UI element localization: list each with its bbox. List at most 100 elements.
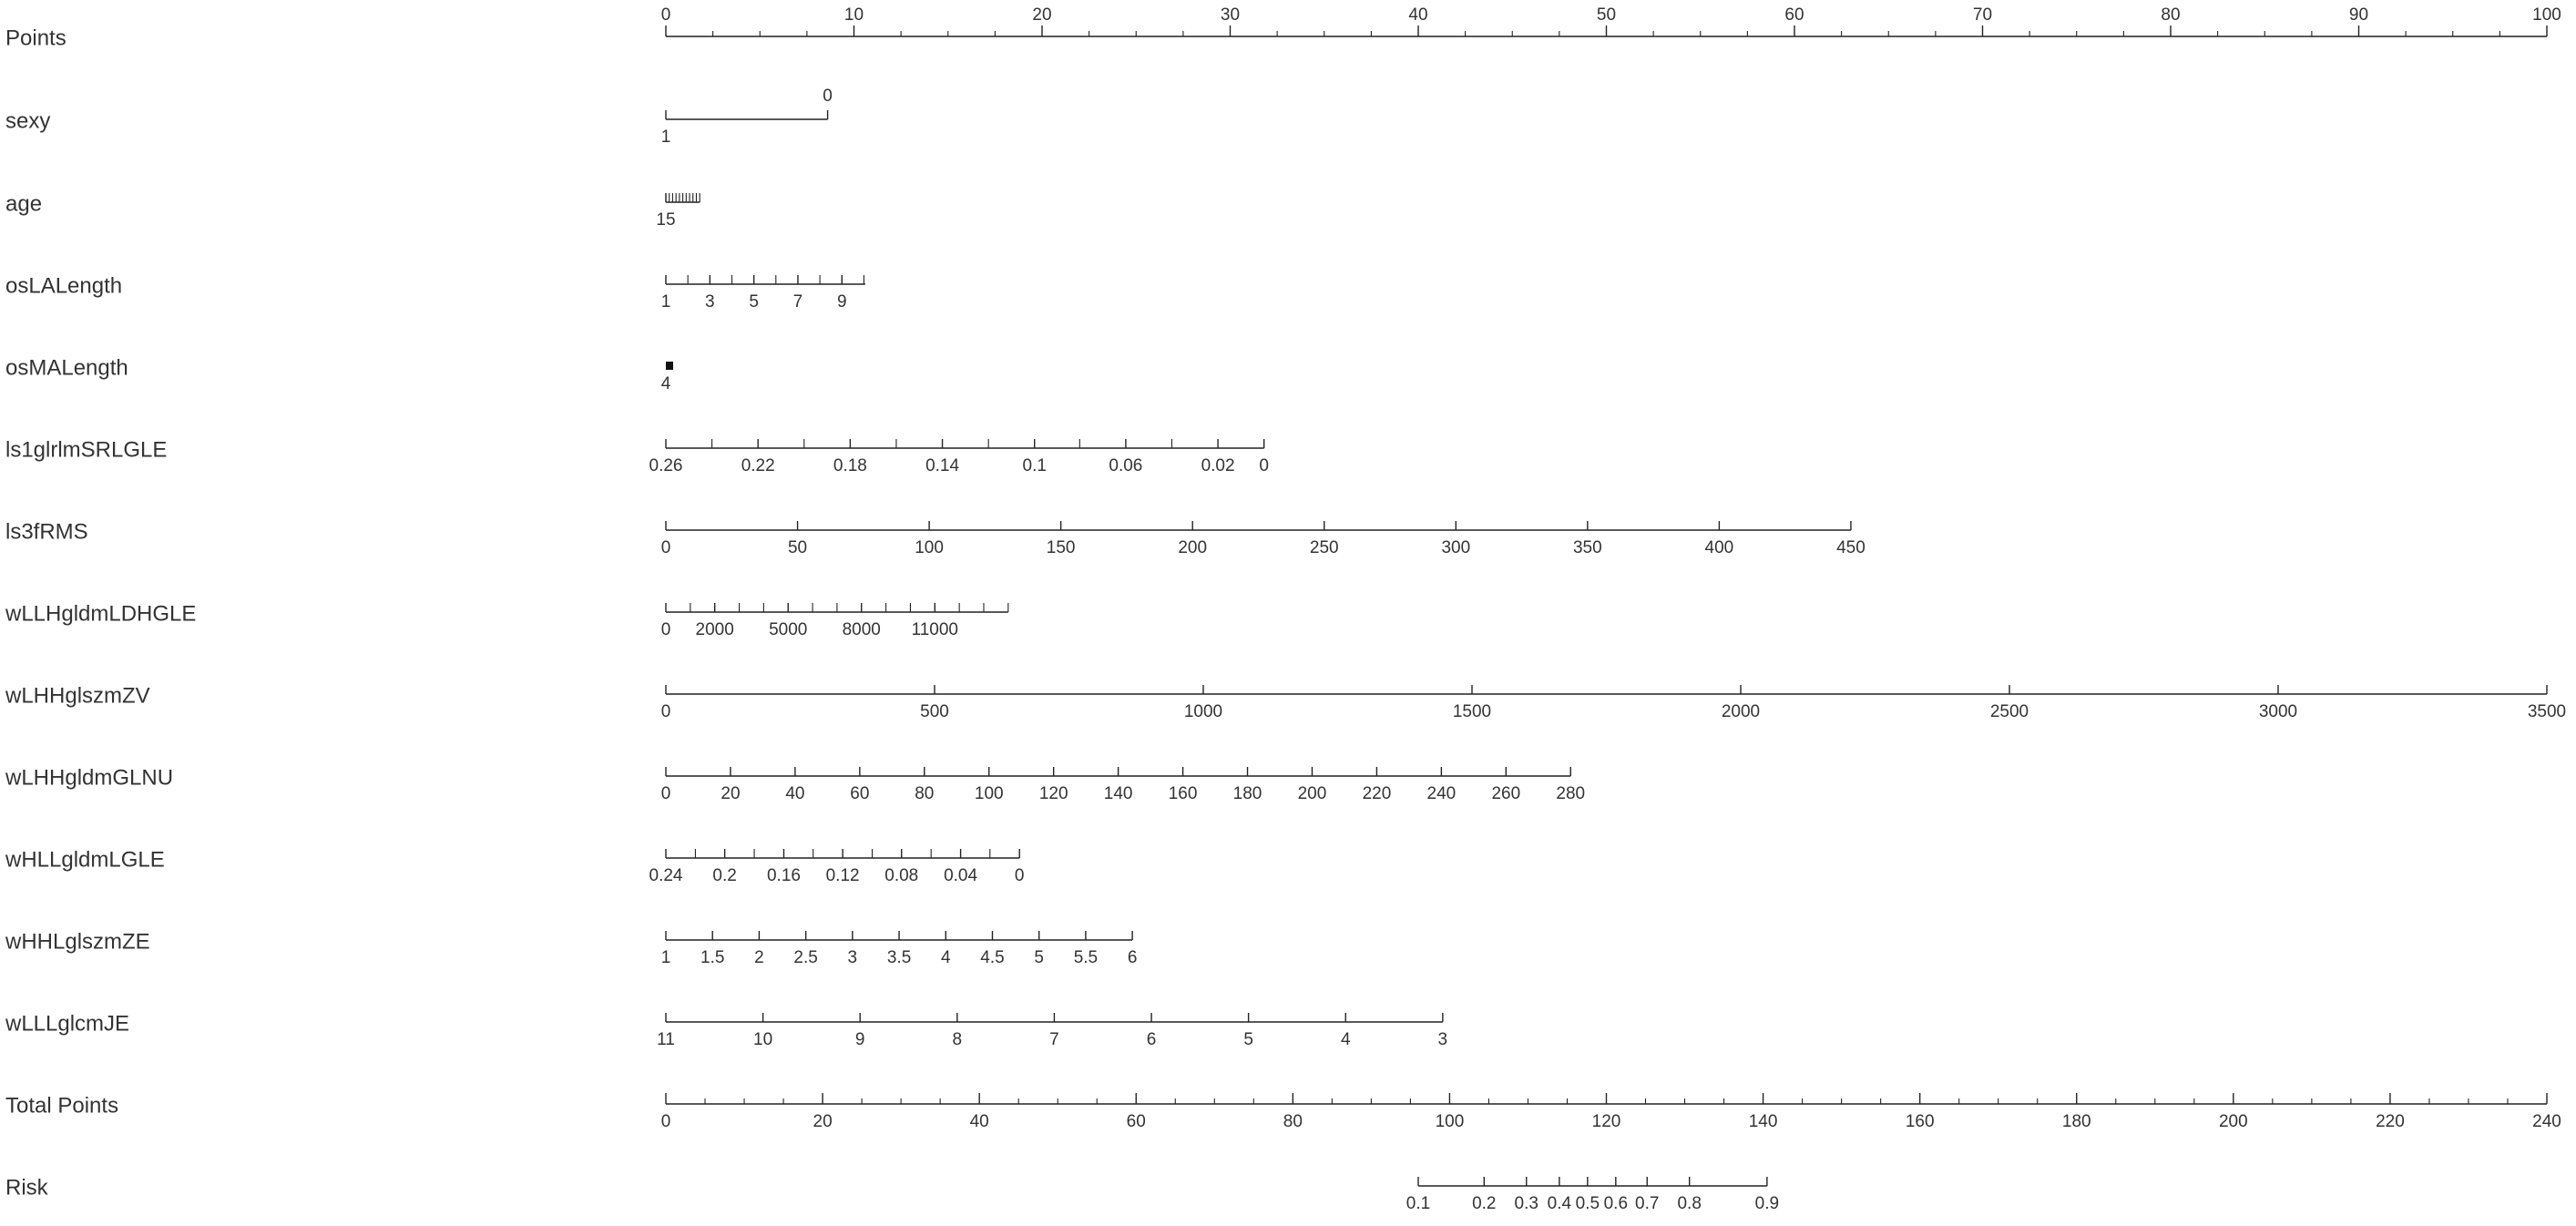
ls3frms-tick-label: 200: [1178, 538, 1207, 557]
wlhhglszmzv-tick-label: 2000: [1722, 702, 1760, 721]
total-points-tick-label: 220: [2376, 1112, 2405, 1131]
ls3frms-tick-label: 50: [788, 538, 807, 557]
wlhhgldmglnu-tick-label: 200: [1298, 784, 1327, 803]
ls1glrlmsrlgle-tick-label: 0.18: [833, 456, 867, 475]
wlhhgldmglnu-tick-label: 80: [915, 784, 934, 803]
whhlglszmze-tick-label: 3.5: [887, 948, 911, 967]
wlhhglszmzv-tick-label: 3500: [2528, 702, 2566, 721]
wlhhglszmzv-tick-label: 3000: [2259, 702, 2297, 721]
osmalength-label: osMALength: [5, 355, 128, 380]
wlhhglszmzv-tick-label: 1000: [1184, 702, 1222, 721]
points-label: Points: [5, 26, 66, 50]
ls3frms-tick-label: 100: [915, 538, 944, 557]
wllhgldmldhgle-label: wLLHgldmLDHGLE: [5, 601, 196, 626]
points-tick-label: 100: [2532, 5, 2561, 25]
wlhhglszmzv-tick-label: 2500: [1990, 702, 2029, 721]
risk-tick-label: 0.4: [1548, 1194, 1572, 1213]
oslalength-label: osLALength: [5, 273, 122, 298]
wlhhgldmglnu-tick-label: 220: [1363, 784, 1392, 803]
wlhhgldmglnu-tick-label: 140: [1104, 784, 1133, 803]
whhlglszmze-tick-label: 4.5: [980, 948, 1004, 967]
whllgldmlgle-tick-label: 0.12: [826, 866, 860, 885]
points-tick-label: 0: [661, 5, 671, 25]
ls3frms-tick-label: 150: [1047, 538, 1076, 557]
whhlglszmze-tick-label: 1: [661, 948, 671, 967]
total-points-tick-label: 20: [813, 1112, 833, 1131]
ls3frms-tick-label: 350: [1573, 538, 1602, 557]
wlhhgldmglnu-tick-label: 260: [1491, 784, 1520, 803]
wlhhgldmglnu-tick-label: 20: [721, 784, 740, 803]
risk-tick-label: 0.5: [1576, 1194, 1600, 1213]
whllgldmlgle-tick-label: 0.24: [649, 866, 683, 885]
whllgldmlgle-tick-label: 0.16: [767, 866, 801, 885]
wlllglcmje-label: wLLLglcmJE: [5, 1011, 129, 1036]
whhlglszmze-tick-label: 5.5: [1074, 948, 1098, 967]
age-tick-label: 15: [656, 210, 675, 230]
oslalength-tick-label: 5: [749, 292, 759, 312]
risk-tick-label: 0.2: [1472, 1194, 1496, 1213]
total-points-tick-label: 100: [1436, 1112, 1465, 1131]
wllhgldmldhgle-tick-label: 0: [661, 620, 671, 639]
whllgldmlgle-tick-label: 0.08: [884, 866, 918, 885]
total-points-tick-label: 80: [1283, 1112, 1303, 1131]
points-tick-label: 10: [844, 5, 864, 25]
wlhhgldmglnu-tick-label: 280: [1556, 784, 1585, 803]
wlllglcmje-tick-label: 5: [1243, 1030, 1253, 1049]
ls3frms-tick-label: 0: [661, 538, 671, 557]
whhlglszmze-tick-label: 2.5: [793, 948, 817, 967]
wlllglcmje-tick-label: 4: [1341, 1030, 1351, 1049]
ls3frms-tick-label: 400: [1705, 538, 1734, 557]
whllgldmlgle-tick-label: 0: [1015, 866, 1025, 885]
wlllglcmje-tick-label: 9: [855, 1030, 865, 1049]
ls1glrlmsrlgle-label: ls1glrlmSRLGLE: [5, 437, 167, 462]
sexy-tick-label: 0: [823, 87, 833, 106]
whhlglszmze-tick-label: 2: [754, 948, 764, 967]
wlhhgldmglnu-tick-label: 60: [850, 784, 869, 803]
sexy-tick-label: 1: [661, 128, 671, 147]
wlhhgldmglnu-tick-label: 240: [1427, 784, 1457, 803]
oslalength-tick-label: 1: [661, 292, 671, 312]
ls1glrlmsrlgle-tick-label: 0.22: [741, 456, 775, 475]
ls1glrlmsrlgle-tick-label: 0.02: [1201, 456, 1235, 475]
wllhgldmldhgle-tick-label: 2000: [696, 620, 734, 639]
ls1glrlmsrlgle-tick-label: 0.06: [1109, 456, 1142, 475]
wllhgldmldhgle-tick-label: 11000: [912, 620, 958, 639]
ls3frms-tick-label: 450: [1836, 538, 1866, 557]
wlllglcmje-tick-label: 10: [753, 1030, 772, 1049]
whllgldmlgle-label: wHLLgldmLGLE: [5, 847, 165, 872]
osmalength-tick-label: 4: [661, 374, 671, 393]
wlhhgldmglnu-tick-label: 160: [1169, 784, 1198, 803]
wlhhglszmzv-tick-label: 0: [661, 702, 671, 721]
total-points-tick-label: 40: [970, 1112, 989, 1131]
risk-tick-label: 0.6: [1604, 1194, 1628, 1213]
points-tick-label: 20: [1032, 5, 1051, 25]
oslalength-tick-label: 7: [793, 292, 803, 312]
oslalength-tick-label: 9: [837, 292, 847, 312]
wlhhgldmglnu-tick-label: 120: [1039, 784, 1068, 803]
wlhhgldmglnu-label: wLHHgldmGLNU: [5, 765, 173, 790]
total-points-tick-label: 160: [1906, 1112, 1935, 1131]
wlllglcmje-tick-label: 6: [1147, 1030, 1157, 1049]
whhlglszmze-tick-label: 5: [1034, 948, 1044, 967]
ls1glrlmsrlgle-tick-label: 0.1: [1023, 456, 1047, 475]
whhlglszmze-label: wHHLglszmZE: [5, 929, 150, 954]
wlhhgldmglnu-tick-label: 100: [975, 784, 1004, 803]
points-tick-label: 80: [2161, 5, 2180, 25]
ls1glrlmsrlgle-tick-label: 0.26: [649, 456, 683, 475]
points-tick-label: 90: [2349, 5, 2368, 25]
risk-tick-label: 0.8: [1677, 1194, 1701, 1213]
wlhhgldmglnu-tick-label: 40: [785, 784, 804, 803]
ls1glrlmsrlgle-tick-label: 0.14: [925, 456, 959, 475]
points-tick-label: 70: [1973, 5, 1992, 25]
total-points-tick-label: 120: [1592, 1112, 1621, 1131]
oslalength-tick-label: 3: [705, 292, 715, 312]
ls3frms-tick-label: 300: [1441, 538, 1470, 557]
ls3frms-label: ls3fRMS: [5, 519, 88, 544]
wlllglcmje-tick-label: 8: [953, 1030, 963, 1049]
age-label: age: [5, 191, 42, 216]
whhlglszmze-tick-label: 1.5: [700, 948, 724, 967]
ls1glrlmsrlgle-tick-label: 0: [1259, 456, 1269, 475]
total-points-label: Total Points: [5, 1093, 118, 1118]
points-tick-label: 60: [1784, 5, 1804, 25]
